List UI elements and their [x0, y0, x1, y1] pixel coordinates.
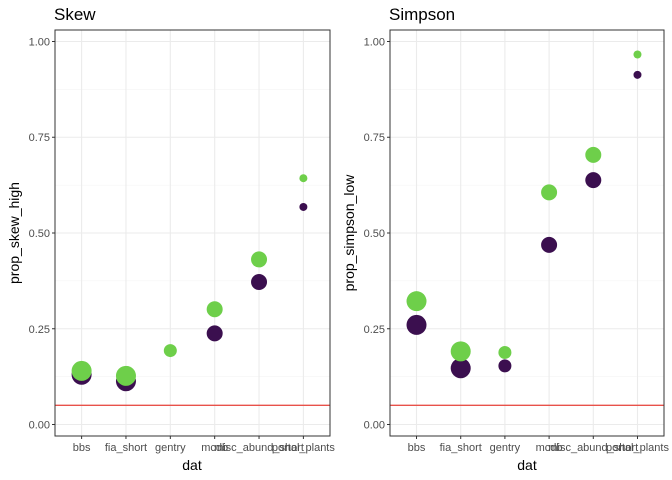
data-point: [585, 146, 602, 163]
data-point: [450, 341, 471, 362]
y-axis-title: prop_skew_high: [6, 182, 22, 284]
data-point: [498, 359, 512, 373]
data-point: [633, 50, 642, 59]
panel-title: Simpson: [389, 5, 455, 24]
y-tick-label: 0.00: [29, 420, 50, 432]
data-point: [498, 346, 512, 360]
y-axis-title: prop_simpson_low: [341, 174, 357, 292]
x-tick-label: gentry: [490, 442, 521, 454]
data-point: [406, 291, 427, 312]
x-axis-title: dat: [182, 457, 202, 473]
y-tick-label: 0.25: [29, 324, 50, 336]
data-point: [251, 274, 268, 291]
data-point: [450, 358, 471, 379]
data-point: [299, 202, 308, 211]
x-tick-label: misc_abund_short: [214, 442, 304, 454]
y-tick-label: 0.50: [29, 228, 50, 240]
data-point: [585, 172, 602, 189]
data-point: [251, 251, 268, 268]
data-point: [299, 174, 308, 183]
x-tick-label: misc_abund_short: [548, 442, 638, 454]
panel-1: Simpson 0.00 0.25 0.50 0.75 1.00 bbs fia_short g…: [341, 5, 669, 473]
x-tick-label: fia_short: [105, 442, 147, 454]
x-axis-title: dat: [517, 457, 537, 473]
y-tick-label: 1.00: [29, 36, 50, 48]
data-point: [206, 301, 223, 318]
x-tick-label: mcdb: [536, 442, 563, 454]
panel-title: Skew: [54, 5, 96, 24]
panel-0: Skew 0.00 0.25 0.50 0.75 1.00 bbs fia_short gent…: [6, 5, 335, 473]
y-tick-label: 0.75: [364, 132, 385, 144]
x-tick-label: portal_plants: [272, 442, 335, 454]
y-tick-label: 0.75: [29, 132, 50, 144]
x-tick-label: portal_plants: [606, 442, 669, 454]
data-point: [633, 70, 642, 79]
data-point: [206, 325, 223, 342]
data-point: [71, 360, 92, 381]
x-tick-label: gentry: [155, 442, 186, 454]
x-tick-label: bbs: [73, 442, 91, 454]
data-point: [406, 314, 427, 335]
x-tick-label: fia_short: [440, 442, 482, 454]
x-tick-label: bbs: [408, 442, 426, 454]
x-tick-label: mcdb: [201, 442, 228, 454]
y-tick-label: 0.00: [364, 420, 385, 432]
y-tick-label: 1.00: [364, 36, 385, 48]
y-tick-label: 0.50: [364, 228, 385, 240]
data-point: [541, 184, 558, 201]
data-point: [541, 236, 558, 253]
y-tick-label: 0.25: [364, 324, 385, 336]
data-point: [115, 365, 136, 386]
data-point: [163, 344, 177, 358]
